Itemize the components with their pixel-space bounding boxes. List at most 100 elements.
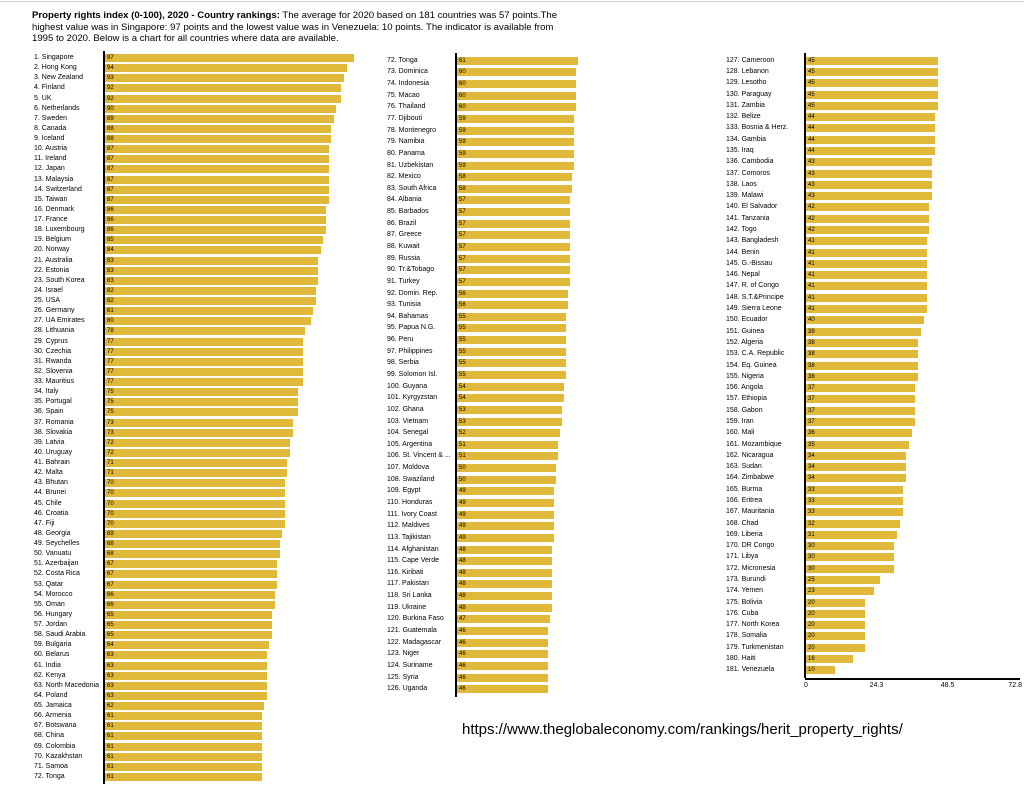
bar [105,64,347,73]
bar [105,479,285,488]
country-label: 133. Bosnia & Herz. [726,124,789,132]
bar-value-label: 75 [107,399,114,406]
bar-value-label: 61 [107,753,114,760]
country-label: 24. Israel [34,286,63,294]
country-label: 30. Czechia [34,347,71,355]
bar [457,638,549,647]
country-label: 59. Bulgaria [34,641,72,649]
bar [806,530,898,539]
bar-value-label: 54 [459,383,466,390]
country-label: 77. Djibouti [387,115,423,122]
bar-value-label: 66 [107,601,114,608]
bar [806,79,939,88]
country-label: 142. Togo [726,226,757,233]
country-label: 165. Burma [726,485,763,493]
country-label: 86. Brazil [387,219,417,227]
bar-value-label: 48 [459,569,466,576]
country-label: 135. Iraq [726,146,754,154]
bar [105,519,285,528]
bar-value-label: 64 [107,642,114,649]
bar-value-label: 41 [808,238,815,245]
country-label: 71. Samoa [34,762,68,770]
country-label: 4. Finland [34,84,65,92]
bar [457,394,564,403]
bar-value-label: 63 [107,652,114,659]
bar-value-label: 37 [808,407,815,414]
bar [806,485,904,494]
country-label: 162. Nicaragua [726,451,774,459]
source-url[interactable]: https://www.theglobaleconomy.com/ranking… [462,721,903,738]
country-label: 158. Gabon [726,406,763,414]
bar [806,214,930,223]
bar-value-label: 39 [808,328,815,335]
bar-value-label: 61 [107,713,114,720]
bar [105,681,267,690]
country-label: 34. Italy [34,388,59,396]
bar [457,382,564,391]
bar-value-label: 48 [459,593,466,600]
bar [457,592,553,601]
country-label: 6. Netherlands [34,104,80,112]
bar-value-label: 87 [107,196,114,203]
country-label: 139. Malawi [726,192,764,200]
bar-value-label: 59 [459,139,466,146]
bar [806,395,915,404]
bar-value-label: 45 [808,91,815,98]
bar [806,67,939,76]
bar [105,216,327,225]
bar-value-label: 67 [107,561,114,568]
bar [457,371,566,379]
bar [806,305,927,314]
bar [806,632,865,641]
bar [105,752,262,761]
bar-value-label: 62 [107,703,114,710]
bar-value-label: 77 [107,368,114,375]
bar [457,219,570,228]
bar-value-label: 94 [107,65,114,72]
bar-value-label: 73 [107,429,114,436]
country-label: 107. Moldova [387,464,430,472]
bar [105,540,280,549]
country-label: 63. North Macedonia [34,681,99,689]
bar [806,429,912,438]
bar [457,533,555,542]
bar [105,388,298,397]
bar-value-label: 32 [808,520,815,527]
country-label: 2. Hong Kong [34,64,77,72]
country-label: 137. Comoros [726,169,770,177]
bar [806,655,854,664]
country-label: 50. Vanuatu [34,550,72,558]
bar [105,307,314,316]
country-label: 22. Estonia [34,266,70,274]
bar [806,519,901,528]
bar [105,428,293,437]
bar [105,600,275,609]
country-label: 168. Chad [726,519,759,527]
bar [105,266,319,275]
bar [806,56,939,65]
country-label: 159. Iran [726,417,754,425]
bar-value-label: 84 [107,247,114,254]
bar [806,259,927,268]
country-label: 83. South Africa [387,184,437,192]
bar [806,327,921,336]
bar-value-label: 50 [459,465,466,472]
bar [457,580,553,589]
bar-value-label: 52 [459,430,466,437]
bar [457,661,549,670]
country-label: 154. Eq. Guinea [726,361,777,369]
x-tick-label: 0 [804,682,808,689]
bar [457,301,568,310]
panel-1-axis [103,51,105,784]
bar [457,266,570,275]
bar-value-label: 47 [459,616,466,623]
bar [806,282,927,291]
bar [806,350,918,359]
country-label: 156. Angola [726,384,763,392]
country-label: 45. Chile [34,499,62,507]
bar-value-label: 70 [107,510,114,517]
bar-value-label: 30 [808,554,815,561]
country-label: 31. Rwanda [34,357,72,365]
country-label: 103. Vietnam [387,417,429,425]
bar [105,631,273,640]
